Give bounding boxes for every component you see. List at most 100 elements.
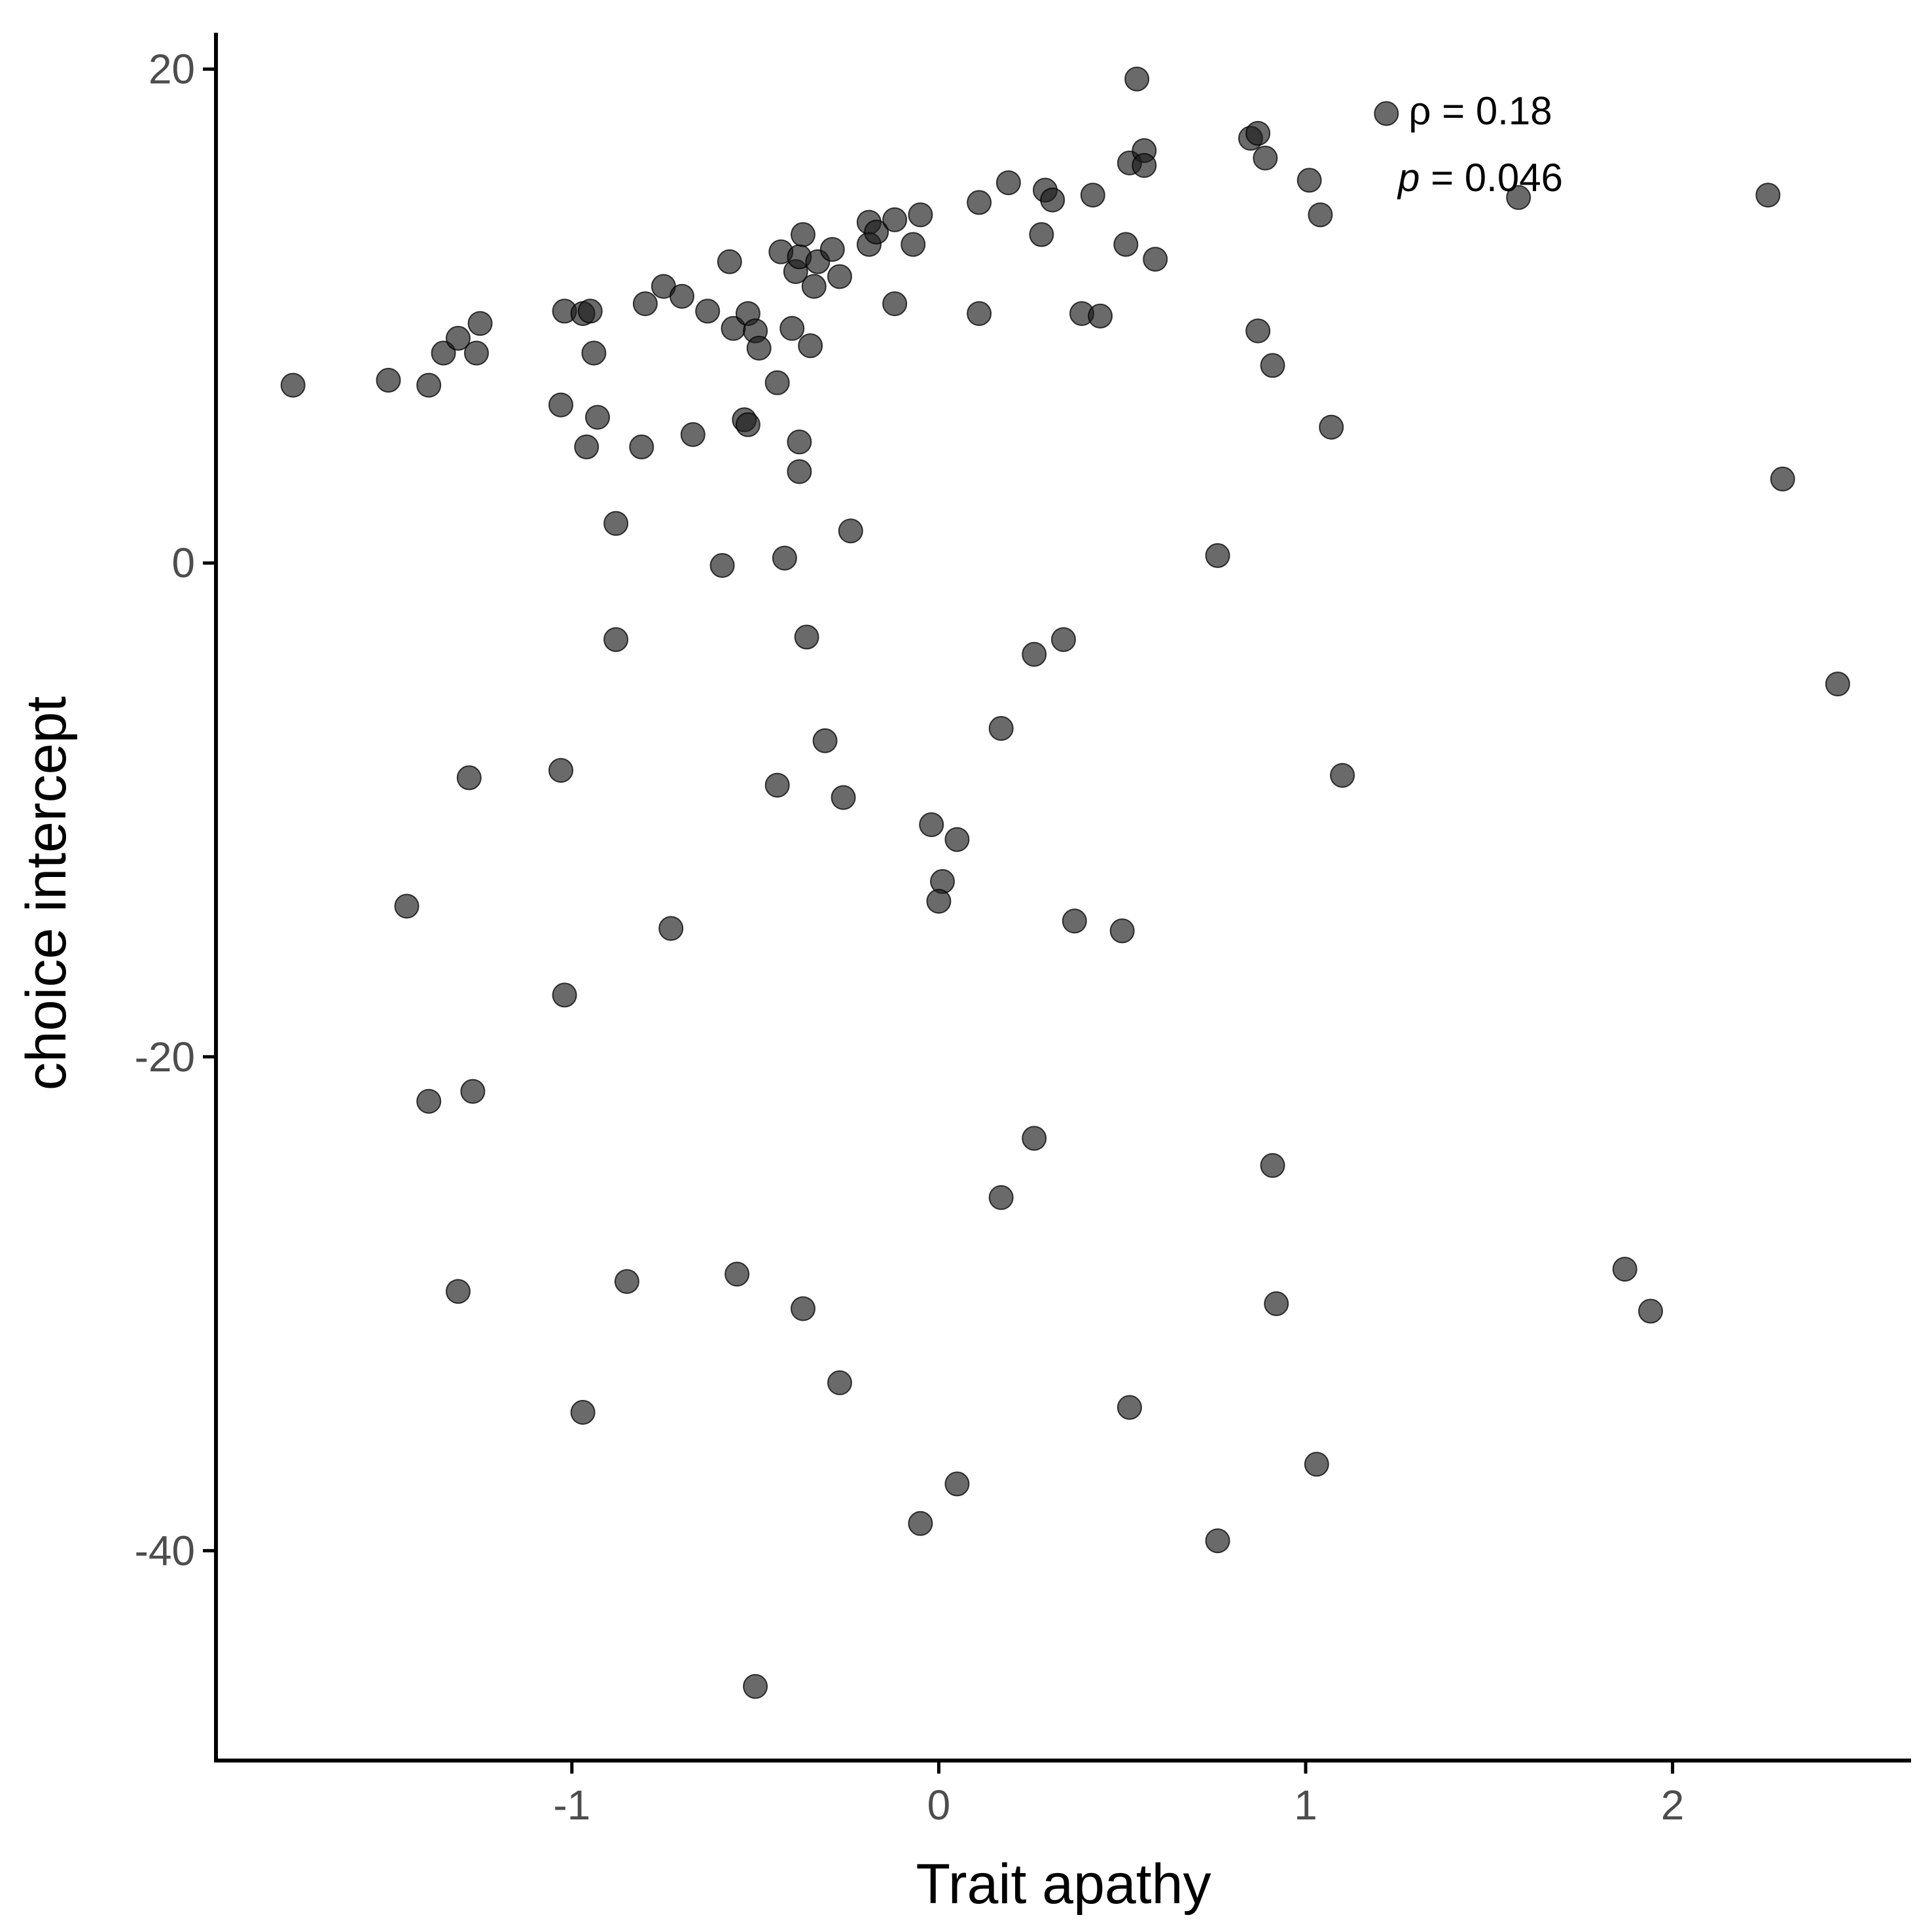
data-point (1117, 1395, 1142, 1420)
data-point (585, 404, 610, 430)
data-point (1612, 1257, 1637, 1282)
data-point (670, 283, 694, 309)
data-point (680, 422, 706, 447)
data-point (1825, 671, 1850, 697)
data-point (779, 315, 805, 341)
data-point (1205, 543, 1230, 568)
data-point (1253, 145, 1278, 171)
data-point (581, 340, 607, 366)
data-point (735, 412, 760, 437)
data-point (1260, 353, 1285, 378)
data-point (577, 298, 603, 324)
data-point (446, 1279, 471, 1304)
data-point (908, 202, 933, 228)
y-tick-label: -20 (135, 1033, 196, 1081)
data-point (717, 249, 742, 274)
data-point (967, 190, 992, 215)
data-point (1374, 101, 1399, 126)
data-point (831, 785, 856, 810)
x-tick-label: 1 (1294, 1781, 1317, 1829)
x-axis-ticks: -1 0 1 2 (553, 1761, 1684, 1829)
data-point (764, 772, 790, 798)
data-point (695, 298, 721, 324)
data-point (460, 1079, 486, 1104)
annotation-p-rest: = 0.046 (1420, 156, 1563, 200)
data-point (1245, 318, 1271, 344)
data-point (801, 274, 827, 299)
data-point (1143, 247, 1168, 272)
data-point (464, 340, 489, 366)
data-point (552, 982, 577, 1008)
data-point (574, 434, 599, 459)
y-tick-label: -40 (135, 1527, 196, 1574)
data-point (1029, 222, 1054, 247)
data-point (827, 1370, 852, 1395)
data-point (838, 518, 863, 544)
data-point (1506, 185, 1531, 210)
data-point (280, 372, 306, 398)
data-point (467, 311, 493, 336)
data-point (908, 1511, 933, 1536)
data-point (794, 624, 819, 650)
data-point (864, 219, 889, 245)
data-point (1330, 762, 1355, 788)
data-point (446, 325, 471, 351)
data-point (787, 459, 812, 484)
data-point (1308, 202, 1333, 228)
data-point (1205, 1528, 1230, 1554)
data-point (882, 291, 908, 317)
data-point (709, 553, 735, 578)
data-point (988, 716, 1014, 741)
data-point (791, 1296, 815, 1321)
data-point (570, 1400, 596, 1425)
data-point (629, 434, 654, 459)
data-point (1245, 120, 1271, 146)
data-point (926, 889, 952, 914)
data-point (548, 392, 573, 418)
data-point (1124, 66, 1150, 92)
data-point (394, 893, 420, 919)
data-point (416, 372, 442, 398)
data-point (456, 765, 482, 791)
data-point (901, 232, 926, 257)
data-point (614, 1269, 639, 1295)
data-point (1770, 466, 1795, 492)
data-point (919, 812, 944, 838)
data-point (1755, 183, 1781, 208)
data-point (944, 1471, 970, 1497)
annotation-p-value: p = 0.046 (1397, 156, 1563, 200)
data-point (1319, 414, 1344, 440)
data-point (827, 264, 852, 289)
annotation-rho: ρ = 0.18 (1408, 89, 1552, 133)
data-point (431, 340, 456, 366)
data-point (746, 336, 772, 361)
data-point (724, 1261, 750, 1287)
data-point (1109, 918, 1135, 944)
data-point (548, 758, 573, 783)
data-point (988, 1185, 1014, 1210)
data-point (1132, 152, 1157, 178)
x-tick-label: -1 (553, 1781, 590, 1829)
data-point (764, 370, 790, 395)
data-point (603, 510, 629, 536)
data-point (1088, 303, 1113, 329)
data-point (376, 368, 401, 393)
data-point (882, 207, 908, 232)
data-point (772, 545, 797, 571)
data-point (632, 291, 658, 317)
y-axis-ticks: 20 0 -20 -40 (135, 46, 216, 1574)
data-point (1297, 168, 1322, 193)
data-point (1062, 908, 1087, 934)
data-point (1022, 641, 1047, 667)
data-point (1080, 183, 1105, 208)
data-point (798, 333, 823, 359)
y-tick-label: 0 (171, 539, 195, 586)
data-point (787, 429, 812, 455)
x-tick-label: 2 (1661, 1781, 1685, 1829)
data-point (1040, 187, 1065, 213)
data-point (1260, 1153, 1285, 1178)
data-point (1304, 1452, 1329, 1477)
data-point (1638, 1298, 1663, 1324)
